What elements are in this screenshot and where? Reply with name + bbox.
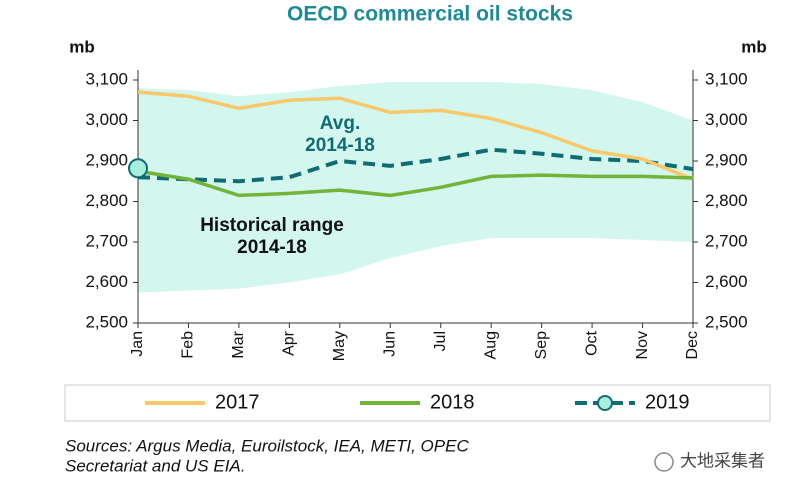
annotation: 2014-18	[237, 237, 307, 258]
x-tick-label: Dec	[684, 331, 701, 359]
avg-line	[137, 147, 694, 184]
annotation: Avg.	[320, 113, 360, 134]
y-axis-label: mb	[69, 37, 95, 56]
x-tick-label: Aug	[482, 331, 499, 359]
x-tick-label: Feb	[180, 331, 197, 359]
watermark-icon	[654, 452, 674, 472]
series-line	[137, 169, 694, 198]
x-tick-label: Jun	[381, 331, 398, 357]
series-marker	[128, 158, 148, 179]
y-tick-label: 3,000	[85, 110, 128, 129]
annotation: Historical range	[200, 215, 344, 236]
y2-tick-label: 2,800	[705, 191, 748, 210]
y-tick-label: 2,900	[85, 150, 128, 169]
annotation: 2014-18	[305, 135, 375, 156]
y-tick-label: 2,600	[85, 272, 128, 291]
y2-tick-label: 2,700	[705, 231, 748, 250]
y2-tick-label: 2,600	[705, 272, 748, 291]
y-tick-label: 3,100	[85, 69, 128, 88]
legend-box	[64, 384, 771, 422]
y2-tick-label: 2,900	[705, 150, 748, 169]
y-tick-label: 2,500	[85, 312, 128, 331]
range-band	[138, 82, 693, 293]
y2-tick-label: 2,500	[705, 312, 748, 331]
source-note: Sources: Argus Media, Euroilstock, IEA, …	[65, 436, 469, 455]
x-tick-label: Apr	[281, 330, 298, 356]
y2-tick-label: 3,000	[705, 110, 748, 129]
legend-marker	[597, 395, 613, 411]
source-note: Secretariat and US EIA.	[65, 456, 245, 475]
x-tick-label: Oct	[583, 330, 600, 355]
x-tick-label: Mar	[230, 330, 247, 358]
x-tick-label: May	[331, 331, 348, 361]
y-tick-label: 2,800	[85, 191, 128, 210]
x-tick-label: Jan	[129, 331, 146, 357]
watermark: 大地采集者	[680, 451, 765, 470]
series-line	[137, 90, 694, 181]
y2-tick-label: 3,100	[705, 69, 748, 88]
x-tick-label: Jul	[432, 331, 449, 351]
y2-axis-label: mb	[741, 37, 767, 56]
y-tick-label: 2,700	[85, 231, 128, 250]
legend-label: 2017	[215, 391, 260, 413]
x-tick-label: Sep	[533, 331, 550, 360]
legend-label: 2019	[645, 391, 690, 413]
legend-label: 2018	[430, 391, 475, 413]
chart-title: OECD commercial oil stocks	[287, 3, 573, 26]
x-tick-label: Nov	[634, 331, 651, 359]
